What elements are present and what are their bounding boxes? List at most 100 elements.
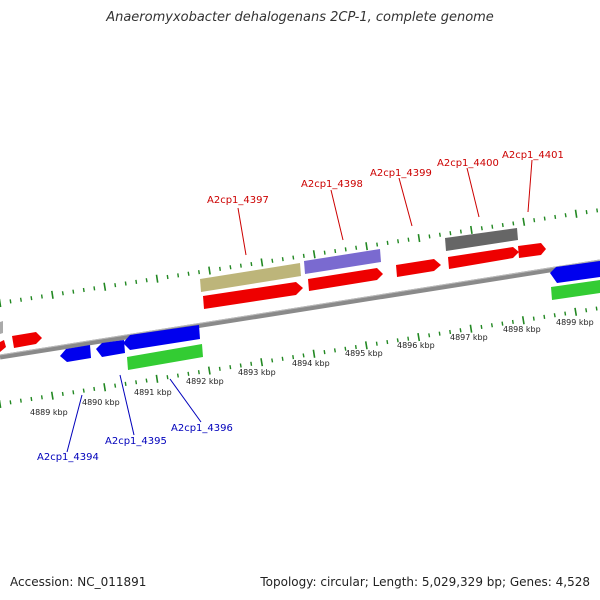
map-title: Anaeromyxobacter dehalogenans 2CP-1, com… [106,10,494,25]
major-tick [470,225,473,235]
gene-label-a2cp1-4395[interactable]: A2cp1_4395 [105,436,167,447]
minor-tick [40,395,43,400]
minor-tick [166,375,169,380]
reverse-label-leaders [66,374,202,453]
kbp-label: 4899 kbp [556,318,594,327]
minor-tick [9,299,12,304]
misc-feature[interactable] [445,228,518,251]
accession-text: Accession: NC_011891 [10,575,147,589]
minor-tick [428,234,431,239]
misc-feature[interactable] [551,280,600,300]
minor-tick [333,348,336,353]
gene-arrow[interactable] [60,345,91,362]
minor-tick [459,229,462,234]
minor-tick [323,250,326,255]
major-tick [365,242,368,251]
gene-arrow[interactable] [550,261,600,283]
minor-tick [438,232,441,237]
gene-arrow[interactable] [96,340,125,357]
minor-tick [344,346,347,351]
major-tick [312,349,316,358]
kbp-label: 4889 kbp [30,408,68,417]
kbp-label: 4892 kbp [186,377,224,386]
misc-feature[interactable] [0,321,3,334]
gene-label-a2cp1-4399[interactable]: A2cp1_4399 [370,168,432,179]
gene-arrow[interactable] [123,325,200,350]
minor-tick [271,258,274,263]
minor-tick [344,247,347,252]
minor-tick [250,361,253,366]
gene-label-a2cp1-4401[interactable]: A2cp1_4401 [502,150,564,161]
minor-tick [271,358,274,363]
minor-tick [61,391,64,397]
minor-tick [93,286,96,291]
forward-features [0,228,546,352]
minor-tick [459,328,462,333]
misc-feature[interactable] [304,249,381,274]
major-tick [574,307,578,316]
minor-tick [302,253,305,259]
minor-tick [72,289,75,294]
kbp-label: 4898 kbp [503,325,541,334]
kbp-label: 4891 kbp [134,388,172,397]
minor-tick [564,213,567,218]
misc-feature[interactable] [127,344,203,370]
minor-tick [375,341,378,346]
minor-tick [397,239,400,244]
minor-tick [438,331,441,336]
minor-tick [480,324,483,330]
minor-tick [553,313,556,318]
minor-tick [198,270,200,275]
minor-tick [166,274,169,280]
minor-tick [407,237,410,242]
minor-tick [292,354,295,360]
minor-tick [480,226,483,231]
minor-tick [239,363,242,368]
minor-tick [40,294,43,299]
minor-tick [596,208,599,213]
kbp-label: 4897 kbp [450,333,488,342]
minor-tick [19,398,22,403]
major-tick [103,383,107,392]
major-tick [260,358,264,367]
topology-text: Topology: circular; Length: 5,029,329 bp… [260,575,590,589]
minor-tick [135,380,138,385]
gene-arrow[interactable] [308,268,383,291]
misc-feature[interactable] [200,263,301,292]
gene-arrow[interactable] [396,259,441,277]
minor-tick [511,319,514,325]
minor-tick [145,378,148,383]
minor-tick [428,333,431,338]
minor-tick [543,314,546,320]
kbp-label: 4894 kbp [292,359,330,368]
minor-tick [229,265,232,270]
gene-label-a2cp1-4396[interactable]: A2cp1_4396 [171,423,233,434]
minor-tick [82,287,85,293]
minor-tick [376,242,379,247]
minor-tick [501,222,504,228]
minor-tick [187,271,190,276]
genome-backbone [0,259,600,360]
gene-arrow[interactable] [518,243,546,258]
minor-tick [532,316,535,321]
major-tick [469,324,473,333]
minor-tick [229,365,232,370]
minor-tick [124,281,127,286]
minor-tick [501,321,504,326]
major-tick [312,250,316,259]
gene-arrow[interactable] [0,340,6,352]
gene-label-a2cp1-4400[interactable]: A2cp1_4400 [437,158,499,169]
minor-tick [281,257,284,262]
gene-arrow[interactable] [448,247,519,269]
gene-arrow[interactable] [203,282,303,309]
gene-arrow[interactable] [12,332,42,348]
major-tick [50,391,54,400]
gene-label-a2cp1-4397[interactable]: A2cp1_4397 [207,195,269,206]
gene-label-a2cp1-4394[interactable]: A2cp1_4394 [37,452,99,463]
minor-tick [595,306,598,311]
lower-tick-ring [0,306,598,408]
kbp-label: 4890 kbp [82,398,120,407]
gene-label-a2cp1-4398[interactable]: A2cp1_4398 [301,179,363,190]
major-tick [51,290,54,299]
